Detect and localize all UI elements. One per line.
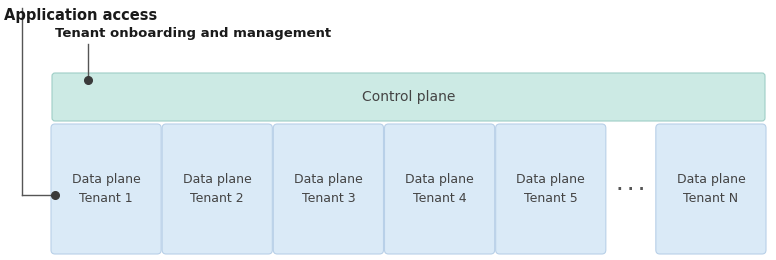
FancyBboxPatch shape bbox=[496, 124, 606, 254]
Text: Control plane: Control plane bbox=[362, 90, 456, 104]
Text: Data plane
Tenant 1: Data plane Tenant 1 bbox=[71, 173, 140, 205]
Text: Data plane
Tenant 4: Data plane Tenant 4 bbox=[405, 173, 474, 205]
FancyBboxPatch shape bbox=[656, 124, 766, 254]
FancyBboxPatch shape bbox=[162, 124, 272, 254]
FancyBboxPatch shape bbox=[52, 73, 765, 121]
FancyBboxPatch shape bbox=[273, 124, 383, 254]
Text: Data plane
Tenant N: Data plane Tenant N bbox=[677, 173, 745, 205]
Text: Data plane
Tenant 5: Data plane Tenant 5 bbox=[516, 173, 585, 205]
FancyBboxPatch shape bbox=[384, 124, 494, 254]
Text: · · ·: · · · bbox=[617, 181, 645, 197]
FancyBboxPatch shape bbox=[51, 124, 161, 254]
Text: Application access: Application access bbox=[4, 8, 158, 23]
Text: Tenant onboarding and management: Tenant onboarding and management bbox=[55, 27, 331, 40]
Text: Data plane
Tenant 2: Data plane Tenant 2 bbox=[183, 173, 251, 205]
Text: Data plane
Tenant 3: Data plane Tenant 3 bbox=[294, 173, 363, 205]
